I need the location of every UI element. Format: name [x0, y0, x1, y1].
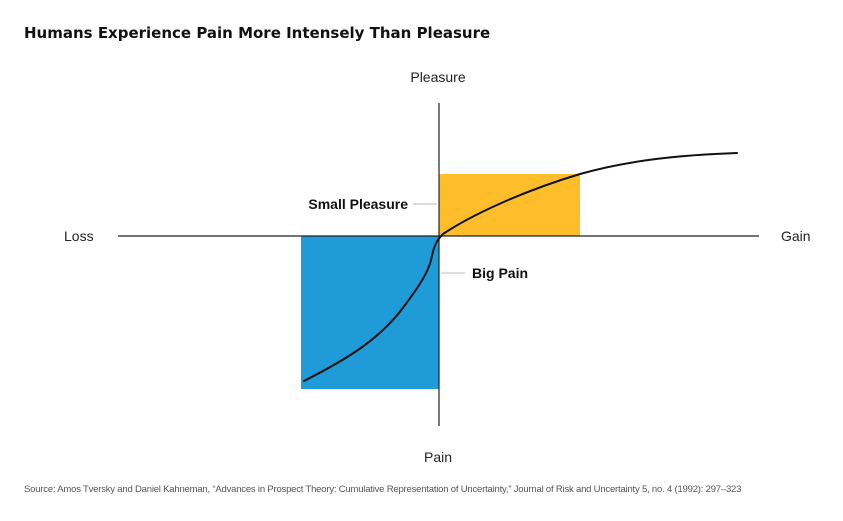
page-title: Humans Experience Pain More Intensely Th… — [24, 24, 491, 42]
axis-label-pleasure: Pleasure — [410, 69, 465, 85]
axis-label-gain: Gain — [781, 228, 811, 244]
small-pleasure-box — [439, 174, 580, 236]
big-pain-label: Big Pain — [472, 265, 528, 281]
big-pain-box — [301, 236, 439, 389]
axis-label-pain: Pain — [424, 449, 452, 465]
axis-label-loss: Loss — [64, 228, 94, 244]
small-pleasure-label: Small Pleasure — [308, 196, 408, 212]
value-function-curve — [303, 152, 738, 382]
source-citation: Source: Amos Tversky and Daniel Kahneman… — [24, 484, 742, 495]
